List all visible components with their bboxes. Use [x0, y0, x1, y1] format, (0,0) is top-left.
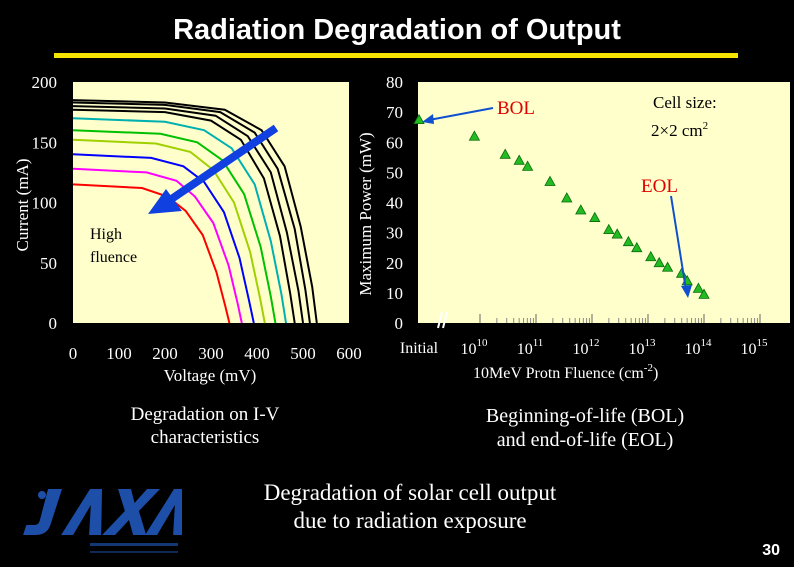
iv-curve-4 [72, 117, 287, 324]
data-point [589, 211, 601, 222]
data-point [544, 175, 556, 186]
iv-x-ticks: 0 100 200 300 400 500 600 [69, 344, 362, 363]
data-point [631, 241, 643, 253]
iv-curve-2 [72, 105, 304, 324]
title-underline [54, 53, 738, 58]
data-point [468, 130, 481, 141]
iv-curve-7 [72, 153, 255, 324]
axis-break-mark [437, 311, 448, 329]
power-y-tick-label: 20 [386, 254, 403, 273]
iv-x-tick-label: 200 [152, 344, 178, 363]
power-y-tick-label: 70 [386, 103, 403, 122]
iv-x-tick-label: 0 [69, 344, 78, 363]
iv-x-tick-label: 500 [290, 344, 316, 363]
bol-label: BOL [497, 98, 535, 119]
iv-curve-9 [72, 183, 231, 324]
iv-y-tick-label: 200 [32, 73, 58, 92]
degradation-arrow [148, 124, 279, 214]
right-caption-line-1: Beginning-of-life (BOL) [485, 405, 685, 427]
data-point [661, 261, 674, 272]
page-number: 30 [762, 542, 780, 559]
data-point [521, 160, 534, 171]
iv-x-tick-label: 600 [336, 344, 362, 363]
iv-y-tick-label: 100 [32, 194, 58, 213]
data-point [603, 223, 615, 235]
power-y-tick-label: 30 [386, 224, 403, 243]
iv-curve-3 [72, 108, 296, 324]
bol-arrowhead [422, 114, 434, 124]
iv-curve-1 [72, 101, 311, 324]
iv-x-axis-label: Voltage (mV) [164, 366, 257, 385]
iv-curve-8 [72, 167, 243, 324]
initial-tick-label: Initial [400, 340, 439, 357]
data-point [653, 256, 665, 268]
iv-y-tick-label: 150 [32, 133, 58, 152]
bottom-caption-line-2: due to radiation exposure [293, 507, 527, 533]
data-point [698, 288, 710, 299]
data-point [611, 228, 623, 239]
bol-arrow [428, 107, 494, 121]
data-point [575, 204, 587, 215]
power-y-tick-label: 50 [386, 163, 403, 182]
power-chart: 0 10 20 30 40 50 60 70 80 Initial 1010 1011 1012 101… [356, 73, 790, 382]
iv-x-tick-label: 300 [198, 344, 224, 363]
data-point [692, 282, 705, 293]
iv-curve-6 [72, 138, 266, 324]
iv-y-tick-label: 0 [49, 314, 58, 333]
power-x-axis-label: 10MeV Protn Fluence (cm-2) [473, 362, 658, 382]
eol-label: EOL [641, 176, 678, 197]
power-x-tick-label: 1012 [573, 337, 600, 358]
power-x-tick-label: 1011 [517, 337, 544, 358]
high-fluence-label-1: High [90, 226, 122, 243]
left-caption-line-2: characteristics [150, 426, 260, 448]
right-caption-line-2: and end-of-life (EOL) [496, 429, 674, 451]
power-x-tick-label: 1010 [461, 337, 489, 358]
left-caption-line-1: Degradation on I-V [130, 404, 280, 425]
power-x-tick-label: 1014 [685, 337, 713, 358]
iv-x-tick-label: 100 [106, 344, 132, 363]
power-data-points [413, 113, 710, 299]
power-y-tick-label: 10 [386, 284, 403, 303]
initial-data-point [413, 113, 425, 125]
data-point [499, 148, 511, 159]
power-x-ticks: Initial 1010 1011 1012 1013 1014 1015 [400, 314, 768, 358]
power-y-tick-label: 0 [395, 314, 404, 333]
data-point [645, 250, 657, 262]
cell-size-line-2: 2×2 cm2 [651, 120, 708, 140]
power-y-tick-label: 40 [386, 194, 403, 213]
iv-x-tick-label: 400 [244, 344, 270, 363]
eol-arrow [670, 195, 687, 291]
power-plot-area [418, 82, 790, 323]
slide-title: Radiation Degradation of Output [173, 14, 621, 46]
left-caption: Degradation on I-V characteristics [90, 404, 320, 450]
bottom-caption-line-1: Degradation of solar cell output [263, 480, 557, 505]
power-y-ticks: 0 10 20 30 40 50 60 70 80 [386, 73, 403, 333]
iv-curve-0 [72, 99, 318, 324]
iv-y-ticks: 0 50 100 150 200 [32, 73, 58, 333]
iv-series-group [72, 99, 318, 324]
iv-chart: 0 50 100 150 200 0 100 200 300 400 500 600 High fl… [13, 73, 362, 385]
cell-size-line-1: Cell size: [653, 93, 717, 112]
data-point [622, 235, 635, 247]
jaxa-logo-icon [23, 489, 182, 553]
iv-plot-area [73, 82, 349, 323]
power-x-tick-label: 1015 [741, 337, 769, 358]
power-y-tick-label: 80 [386, 73, 403, 92]
eol-arrowhead [681, 285, 692, 298]
right-caption: Beginning-of-life (BOL) and end-of-life … [430, 404, 740, 452]
data-point [561, 192, 573, 203]
iv-y-tick-label: 50 [40, 254, 57, 273]
iv-curve-5 [72, 129, 277, 324]
iv-y-axis-label: Current (mA) [13, 158, 32, 251]
bottom-caption: Degradation of solar cell output due to … [205, 479, 615, 534]
power-y-tick-label: 60 [386, 133, 403, 152]
power-y-axis-label: Maximum Power (mW) [356, 132, 375, 295]
power-x-tick-label: 1013 [629, 337, 657, 358]
power-minor-ticks [496, 318, 758, 323]
data-point [513, 154, 525, 165]
high-fluence-label-2: fluence [90, 249, 137, 266]
